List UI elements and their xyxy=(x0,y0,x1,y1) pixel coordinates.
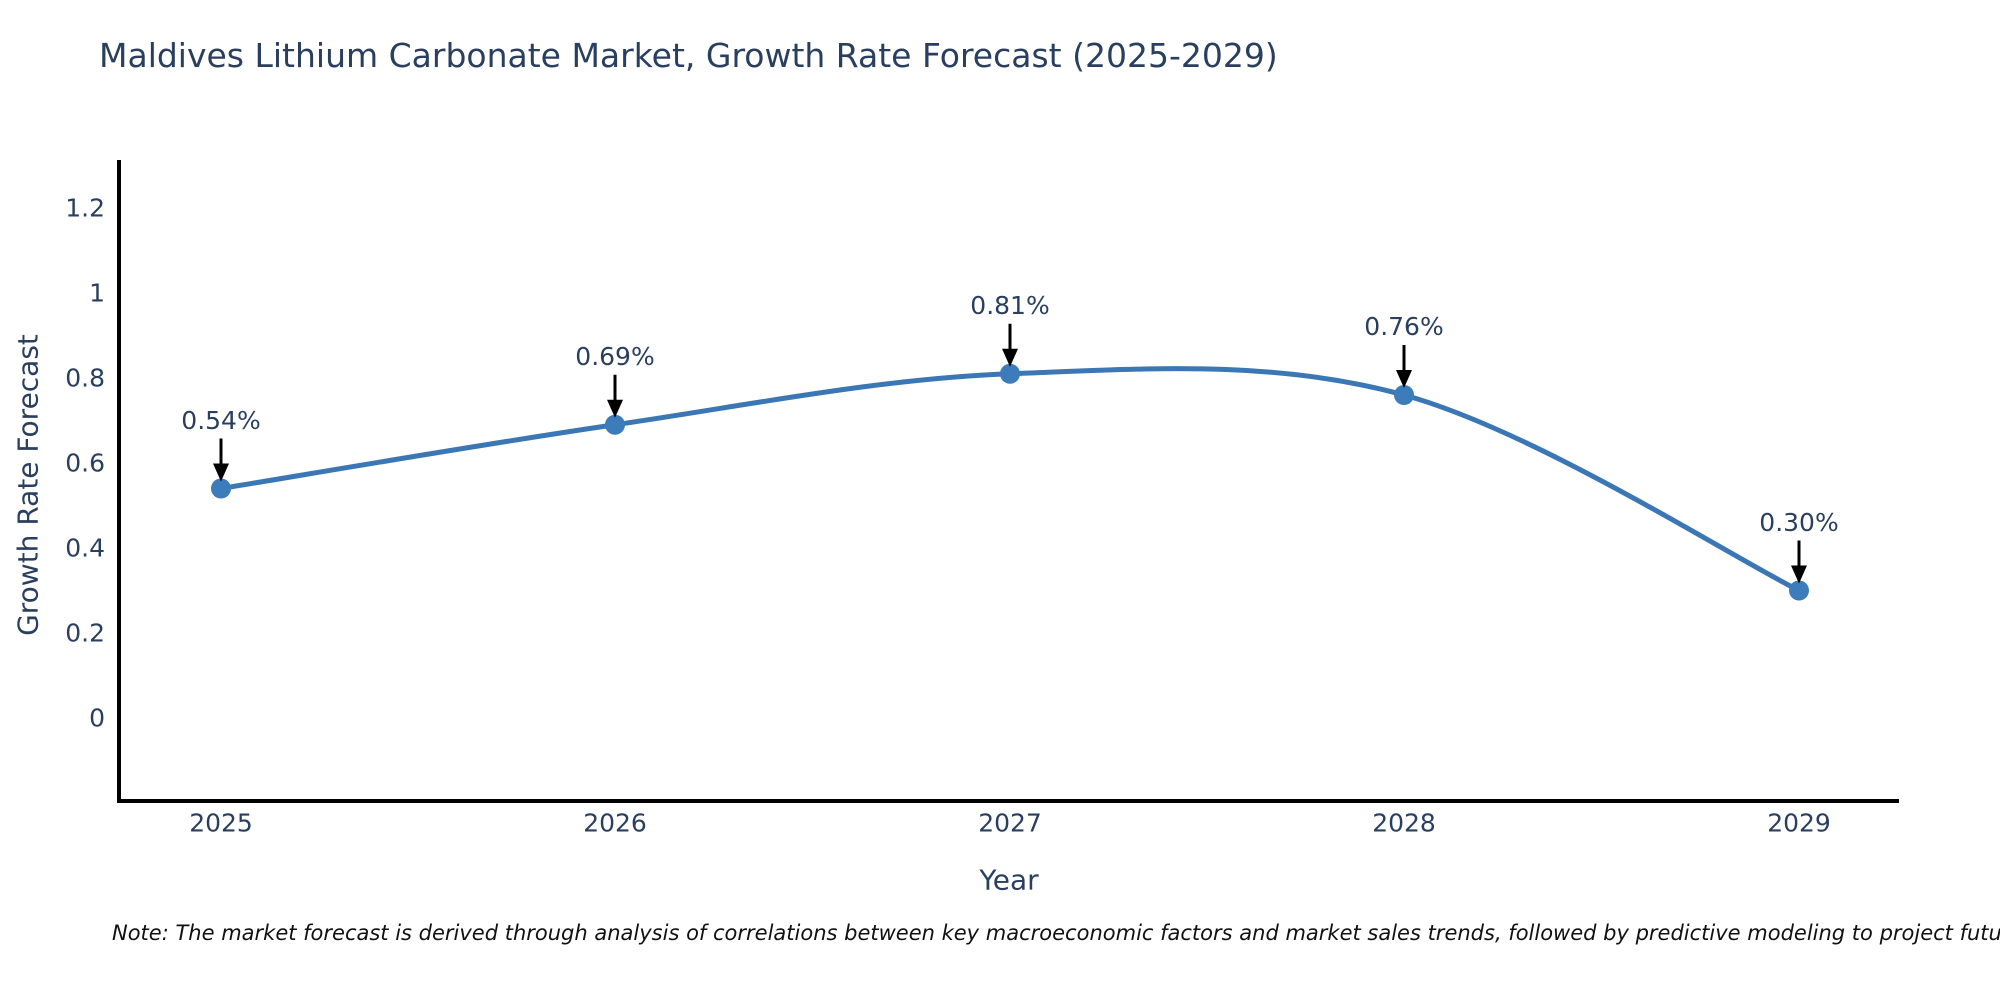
data-point-marker xyxy=(1000,363,1020,384)
data-point-label: 0.81% xyxy=(970,290,1050,320)
forecast-line xyxy=(218,366,1802,593)
x-axis-title: Year xyxy=(979,863,1039,897)
y-tick-label: 0 xyxy=(89,703,105,733)
annotation-arrowhead xyxy=(1791,565,1807,584)
annotation-arrowhead xyxy=(1396,370,1412,388)
y-tick-label: 1.2 xyxy=(65,193,105,223)
data-point-label: 0.30% xyxy=(1759,507,1839,537)
x-tick-label: 2027 xyxy=(978,808,1042,838)
data-point-label: 0.69% xyxy=(575,341,655,371)
data-point-marker xyxy=(605,414,625,435)
y-tick-label: 0.2 xyxy=(65,618,105,648)
y-tick-label: 0.4 xyxy=(65,533,105,563)
x-tick-label: 2025 xyxy=(189,808,253,838)
x-tick-label: 2028 xyxy=(1372,808,1436,838)
annotation-arrowhead xyxy=(607,399,623,418)
data-point-label: 0.76% xyxy=(1364,312,1444,341)
x-tick-label: 2026 xyxy=(583,808,647,838)
y-tick-label: 0.8 xyxy=(65,363,105,393)
data-point-marker xyxy=(211,478,231,499)
data-point-label: 0.54% xyxy=(181,405,261,435)
chart-title: Maldives Lithium Carbonate Market, Growt… xyxy=(99,36,1278,75)
data-point-marker xyxy=(1394,385,1414,405)
y-axis-title: Growth Rate Forecast xyxy=(11,334,45,636)
footnote: Note: The market forecast is derived thr… xyxy=(112,921,2000,945)
x-tick-label: 2029 xyxy=(1767,808,1831,838)
annotation-arrowhead xyxy=(1002,348,1018,367)
y-tick-label: 1 xyxy=(89,278,105,308)
data-point-marker xyxy=(1789,580,1809,601)
y-tick-label: 0.6 xyxy=(65,448,105,478)
annotation-arrowhead xyxy=(213,463,229,482)
